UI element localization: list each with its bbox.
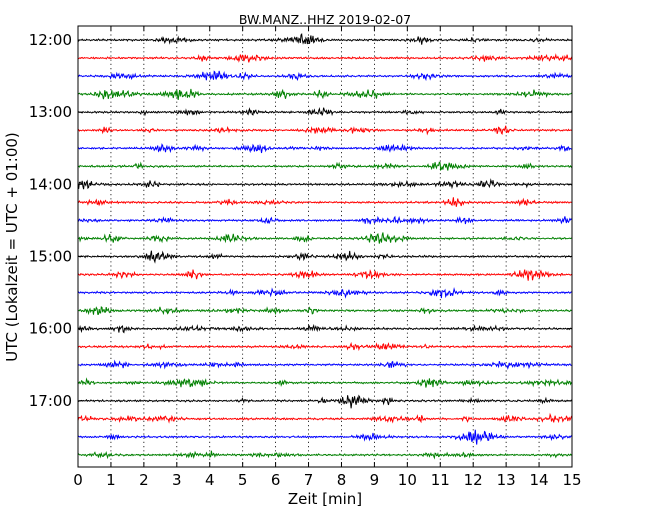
trace-1300 xyxy=(77,107,573,117)
trace-1730 xyxy=(77,429,573,445)
x-tick-label: 10 xyxy=(398,471,417,489)
y-tick-label: 14:00 xyxy=(29,175,72,193)
x-tick-label: 13 xyxy=(497,471,516,489)
y-tick-label: 15:00 xyxy=(29,247,72,265)
trace-1200 xyxy=(77,32,573,45)
trace-1645 xyxy=(77,377,573,388)
trace-1615 xyxy=(77,341,573,352)
y-axis-label: UTC (Lokalzeit = UTC + 01:00) xyxy=(3,132,21,362)
trace-1500 xyxy=(77,250,573,264)
trace-1330 xyxy=(77,143,573,154)
trace-1400 xyxy=(77,178,573,190)
trace-1345 xyxy=(77,161,573,172)
trace-1700 xyxy=(77,394,573,409)
x-tick-label: 3 xyxy=(172,471,182,489)
trace-1745 xyxy=(77,450,573,460)
trace-1445 xyxy=(77,232,573,244)
x-tick-label: 0 xyxy=(73,471,83,489)
x-tick-label: 14 xyxy=(530,471,549,489)
trace-1530 xyxy=(77,287,573,299)
x-tick-label: 7 xyxy=(304,471,314,489)
trace-1545 xyxy=(77,306,573,316)
x-tick-label: 5 xyxy=(238,471,248,489)
x-tick-label: 9 xyxy=(370,471,380,489)
x-tick-label: 1 xyxy=(106,471,116,489)
x-tick-label: 12 xyxy=(464,471,483,489)
trace-1430 xyxy=(77,215,573,225)
y-tick-label: 12:00 xyxy=(29,31,72,49)
trace-1515 xyxy=(77,269,573,281)
trace-1315 xyxy=(77,125,573,136)
seismogram-traces xyxy=(77,32,573,460)
chart-title: BW.MANZ..HHZ 2019-02-07 xyxy=(239,12,411,27)
x-tick-label: 8 xyxy=(337,471,347,489)
trace-1715 xyxy=(77,412,573,424)
plot-frame xyxy=(77,25,573,468)
trace-1600 xyxy=(77,323,573,334)
x-tick-label: 2 xyxy=(139,471,149,489)
y-tick-label: 17:00 xyxy=(29,392,72,410)
trace-1630 xyxy=(77,359,573,370)
trace-1215 xyxy=(77,53,573,63)
trace-1230 xyxy=(77,70,573,82)
y-tick-label: 13:00 xyxy=(29,103,72,121)
x-tick-label: 15 xyxy=(562,471,581,489)
y-axis-ticks: 12:00 13:00 14:00 15:00 16:00 17:00 xyxy=(29,31,572,410)
x-tick-label: 11 xyxy=(431,471,450,489)
trace-1415 xyxy=(77,197,573,207)
x-axis-label: Zeit [min] xyxy=(288,490,362,508)
trace-1245 xyxy=(77,88,573,101)
y-tick-label: 16:00 xyxy=(29,320,72,338)
x-axis-ticks: 0 1 2 3 4 5 6 7 8 9 10 11 12 13 14 15 xyxy=(73,26,582,489)
x-tick-label: 6 xyxy=(271,471,281,489)
x-tick-label: 4 xyxy=(205,471,215,489)
